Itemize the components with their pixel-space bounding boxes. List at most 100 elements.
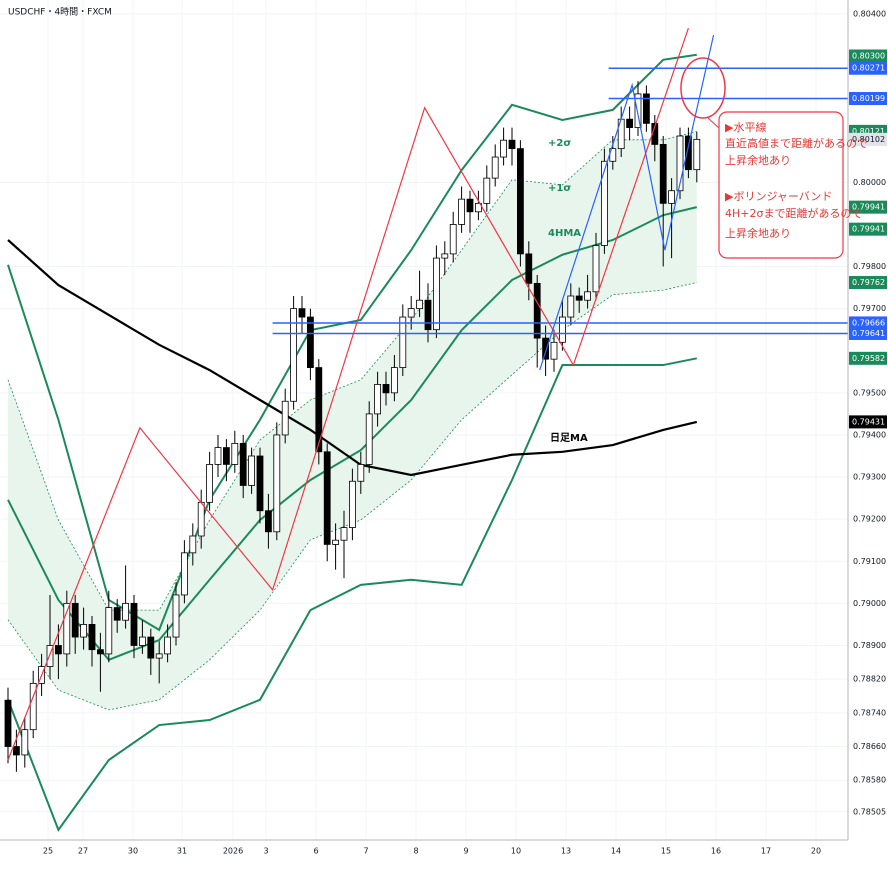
candle-body bbox=[180, 552, 188, 596]
y-tick-label: 0.78820 bbox=[853, 675, 886, 684]
candle-body bbox=[273, 434, 281, 533]
candle-body bbox=[508, 139, 516, 150]
price-badge-label: 0.79762 bbox=[852, 278, 885, 287]
candle-body bbox=[575, 295, 583, 301]
candle-body bbox=[466, 198, 474, 213]
y-tick-label: 0.78505 bbox=[853, 807, 886, 816]
y-tick-label: 0.78740 bbox=[853, 708, 886, 717]
x-tick-label: 17 bbox=[761, 847, 771, 856]
x-tick-label: 15 bbox=[661, 847, 671, 856]
candle-body bbox=[432, 257, 440, 331]
candle-body bbox=[290, 308, 298, 402]
x-tick-label: 31 bbox=[177, 847, 187, 856]
candle-body bbox=[214, 447, 222, 465]
candle-body bbox=[643, 93, 650, 124]
price-axis-panel bbox=[848, 0, 888, 888]
candle-body bbox=[281, 400, 289, 436]
candle-body bbox=[374, 384, 382, 415]
candle-body bbox=[399, 316, 407, 368]
x-tick-label: 7 bbox=[363, 847, 368, 856]
y-tick-label: 0.80400 bbox=[853, 9, 886, 18]
candle-body bbox=[155, 653, 163, 659]
x-tick-label: 9 bbox=[463, 847, 468, 856]
line-label: +1σ bbox=[548, 183, 571, 194]
band-fill bbox=[8, 131, 697, 710]
x-tick-label: 25 bbox=[43, 847, 53, 856]
annotation-text: 4H+2σまで距離があるので bbox=[725, 206, 862, 220]
candle-body bbox=[340, 527, 348, 541]
candle-body bbox=[390, 367, 398, 394]
price-badge bbox=[849, 200, 887, 214]
candle-body bbox=[424, 299, 432, 331]
candle-body bbox=[197, 501, 205, 537]
price-badge bbox=[849, 61, 887, 75]
candle-body bbox=[97, 649, 104, 655]
candle-body bbox=[382, 384, 390, 394]
price-badge-label: 0.80121 bbox=[852, 127, 885, 136]
candle-body bbox=[306, 316, 314, 368]
y-tick-label: 0.79400 bbox=[853, 430, 886, 439]
candle-body bbox=[80, 624, 87, 638]
y-tick-label: 0.78580 bbox=[853, 776, 886, 785]
candle-body bbox=[525, 253, 533, 284]
candle-body bbox=[626, 118, 633, 128]
candle-body bbox=[172, 594, 180, 638]
candle-body bbox=[668, 190, 675, 204]
y-tick-label: 0.79200 bbox=[853, 515, 886, 524]
candle-body bbox=[21, 729, 29, 756]
line-label: +2σ bbox=[548, 138, 571, 149]
price-badge-label: 0.79641 bbox=[852, 329, 885, 338]
y-tick-label: 0.79500 bbox=[853, 388, 886, 397]
candle-body bbox=[122, 602, 129, 621]
price-badge bbox=[849, 92, 887, 106]
candle-body bbox=[542, 337, 549, 360]
x-tick-label: 16 bbox=[711, 847, 721, 856]
indicator-line bbox=[7, 282, 697, 711]
candle-body bbox=[357, 464, 365, 482]
candle-body bbox=[584, 291, 591, 301]
y-tick-label: 0.80000 bbox=[853, 178, 886, 187]
price-badge-label: 0.79941 bbox=[852, 225, 885, 234]
price-badge bbox=[849, 49, 887, 63]
candle-body bbox=[231, 442, 239, 465]
y-tick-label: 0.79800 bbox=[853, 262, 886, 271]
candle-body bbox=[12, 746, 20, 756]
annotation-text: ▶ボリンジャーバンド bbox=[725, 190, 832, 203]
price-badge-label: 0.80271 bbox=[852, 64, 885, 73]
x-tick-label: 27 bbox=[78, 847, 88, 856]
candle-body bbox=[685, 135, 692, 171]
candle-body bbox=[449, 224, 457, 255]
candle-body bbox=[592, 245, 600, 293]
candle-body bbox=[248, 455, 256, 486]
price-badge-label: 0.79582 bbox=[852, 354, 885, 363]
y-tick-label: 0.79000 bbox=[853, 599, 886, 608]
x-tick-label: 10 bbox=[511, 847, 521, 856]
price-badge bbox=[849, 132, 887, 146]
candle-body bbox=[676, 135, 684, 192]
price-badge-label: 0.79941 bbox=[852, 203, 885, 212]
annotation-text: ▶水平線 bbox=[725, 120, 766, 134]
annotation-text: 上昇余地あり bbox=[725, 226, 791, 240]
candle-body bbox=[206, 464, 214, 503]
candle-body bbox=[634, 93, 642, 128]
candle-body bbox=[348, 480, 356, 528]
y-tick-label: 0.79700 bbox=[853, 304, 886, 313]
y-tick-label: 0.79300 bbox=[853, 473, 886, 482]
indicator-line bbox=[7, 357, 697, 832]
x-tick-label: 8 bbox=[413, 847, 418, 856]
candle-body bbox=[323, 451, 331, 545]
price-badge-label: 0.80102 bbox=[852, 135, 885, 144]
candle-body bbox=[601, 160, 608, 246]
candle-body bbox=[222, 447, 230, 465]
x-tick-label: 14 bbox=[611, 847, 621, 856]
trend-drawing bbox=[539, 34, 715, 371]
candle-body bbox=[533, 282, 541, 339]
candle-body bbox=[474, 202, 482, 213]
y-tick-label: 0.79100 bbox=[853, 557, 886, 566]
candle-body bbox=[138, 636, 146, 646]
price-badge bbox=[849, 415, 887, 429]
candle-body bbox=[189, 535, 197, 554]
candle-body bbox=[517, 148, 524, 255]
y-tick-label: 0.78660 bbox=[853, 742, 886, 751]
